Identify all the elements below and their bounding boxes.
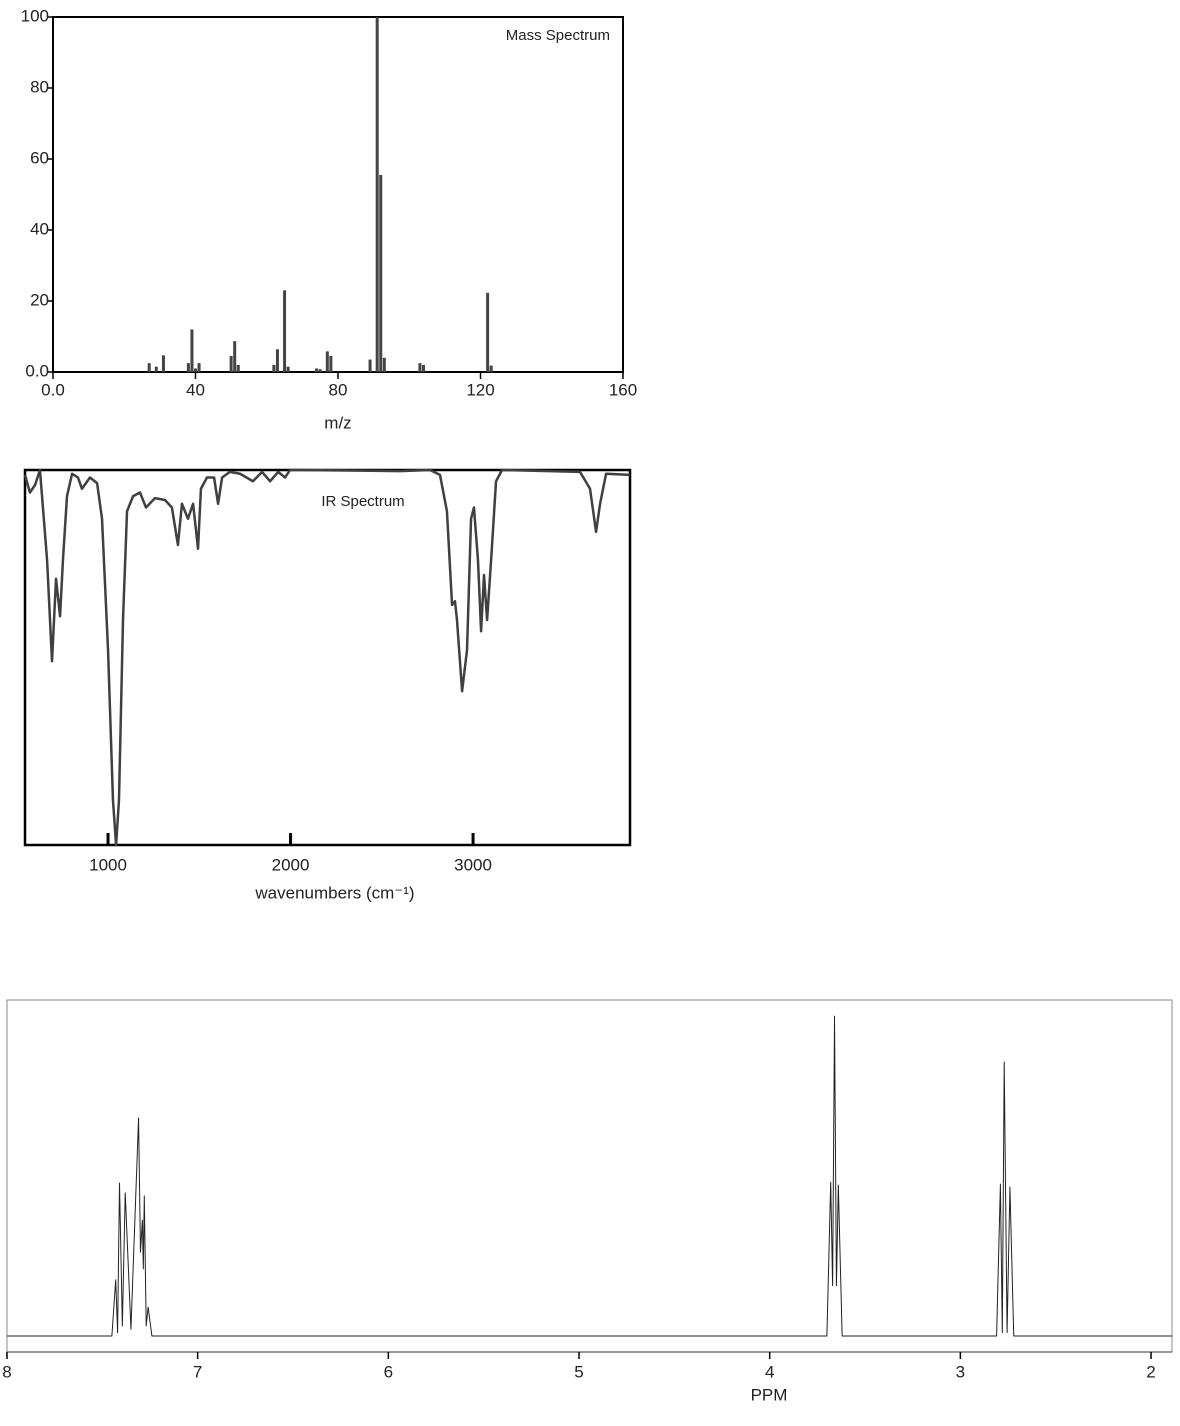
y-tick-label: 60 [30,148,49,167]
x-tick-label: 2000 [272,855,310,874]
spectrum-line [7,1015,1172,1337]
x-tick-label: 1000 [89,855,127,874]
x-tick-label: 7 [193,1362,202,1381]
peak [194,368,197,372]
peak [233,341,237,372]
x-tick-label: 2 [1146,1362,1155,1381]
peak [190,329,194,372]
y-tick-label: 0.0 [25,361,49,380]
peak [329,356,333,372]
peak [379,174,383,372]
x-tick-label: 8 [2,1362,11,1381]
peak [315,368,319,372]
x-tick-label: 120 [466,380,494,399]
x-tick-label: 160 [609,380,637,399]
peak [325,351,329,372]
peak [186,363,190,372]
peak [197,363,201,372]
peak [486,292,490,372]
spectrum-line [23,468,631,847]
x-tick-label: 0.0 [41,380,65,399]
peak [418,363,422,372]
peak [368,359,372,372]
y-tick-label: 40 [30,219,49,238]
peak [318,369,322,372]
x-tick-label: 5 [574,1362,583,1381]
y-tick-label: 80 [30,77,49,96]
x-tick-label: 3 [956,1362,965,1381]
peak [236,364,240,372]
peak [489,365,493,372]
peak [154,366,158,372]
x-tick-label: 6 [384,1362,393,1381]
x-tick-label: 4 [765,1362,774,1381]
peak [161,355,165,372]
x-axis-label: m/z [324,413,351,432]
peak [382,357,386,372]
peak [286,366,290,372]
y-tick-label: 100 [21,6,49,25]
peak [283,290,287,372]
peak [422,364,425,372]
chart-title: Mass Spectrum [506,27,610,44]
x-tick-label: 3000 [454,855,492,874]
peak [147,363,151,372]
peak [229,356,233,372]
x-axis-label: PPM [751,1385,788,1404]
ir-frame [23,468,632,847]
peak [375,17,379,372]
chart-title: IR Spectrum [321,493,404,510]
peak [275,349,279,372]
x-tick-label: 80 [329,380,348,399]
peak [272,364,276,372]
x-tick-label: 40 [186,380,205,399]
x-axis-label: wavenumbers (cm⁻¹) [254,883,414,902]
y-tick-label: 20 [30,290,49,309]
ms-frame [52,16,624,373]
